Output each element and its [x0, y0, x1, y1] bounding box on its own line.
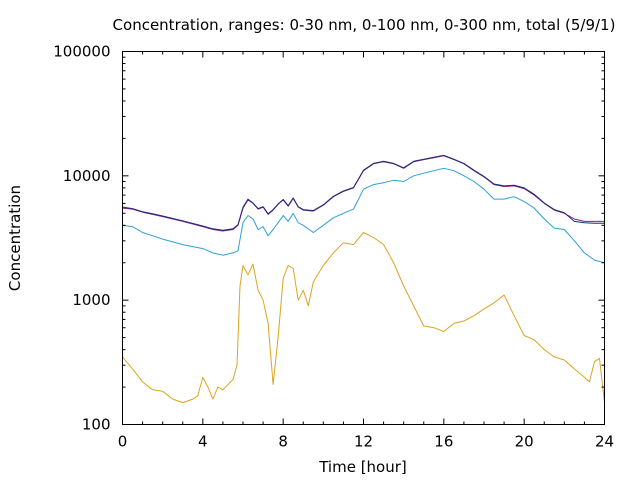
series-group: [122, 154, 605, 404]
axis-ticks: 0 4 8 12 16 20 24 100 1000 10000 100000: [53, 43, 614, 451]
x-tick-label: 24: [595, 433, 614, 451]
x-axis-label: Time [hour]: [318, 458, 407, 476]
x-tick-label: 0: [118, 433, 128, 451]
series-line-2: [122, 167, 605, 264]
y-tick-label: 100: [82, 416, 111, 434]
series-line-1: [122, 232, 605, 404]
y-axis-label: Concentration: [6, 185, 24, 291]
y-tick-label: 1000: [72, 291, 110, 309]
x-tick-label: 16: [434, 433, 453, 451]
y-tick-label: 10000: [63, 167, 111, 185]
plot-frame: [122, 51, 605, 425]
x-tick-label: 20: [515, 433, 534, 451]
x-tick-label: 8: [278, 433, 288, 451]
y-tick-label: 100000: [53, 43, 110, 61]
chart-title: Concentration, ranges: 0-30 nm, 0-100 nm…: [113, 16, 616, 34]
x-tick-label: 4: [198, 433, 208, 451]
x-tick-label: 12: [354, 433, 373, 451]
series-line-4: [122, 154, 605, 231]
